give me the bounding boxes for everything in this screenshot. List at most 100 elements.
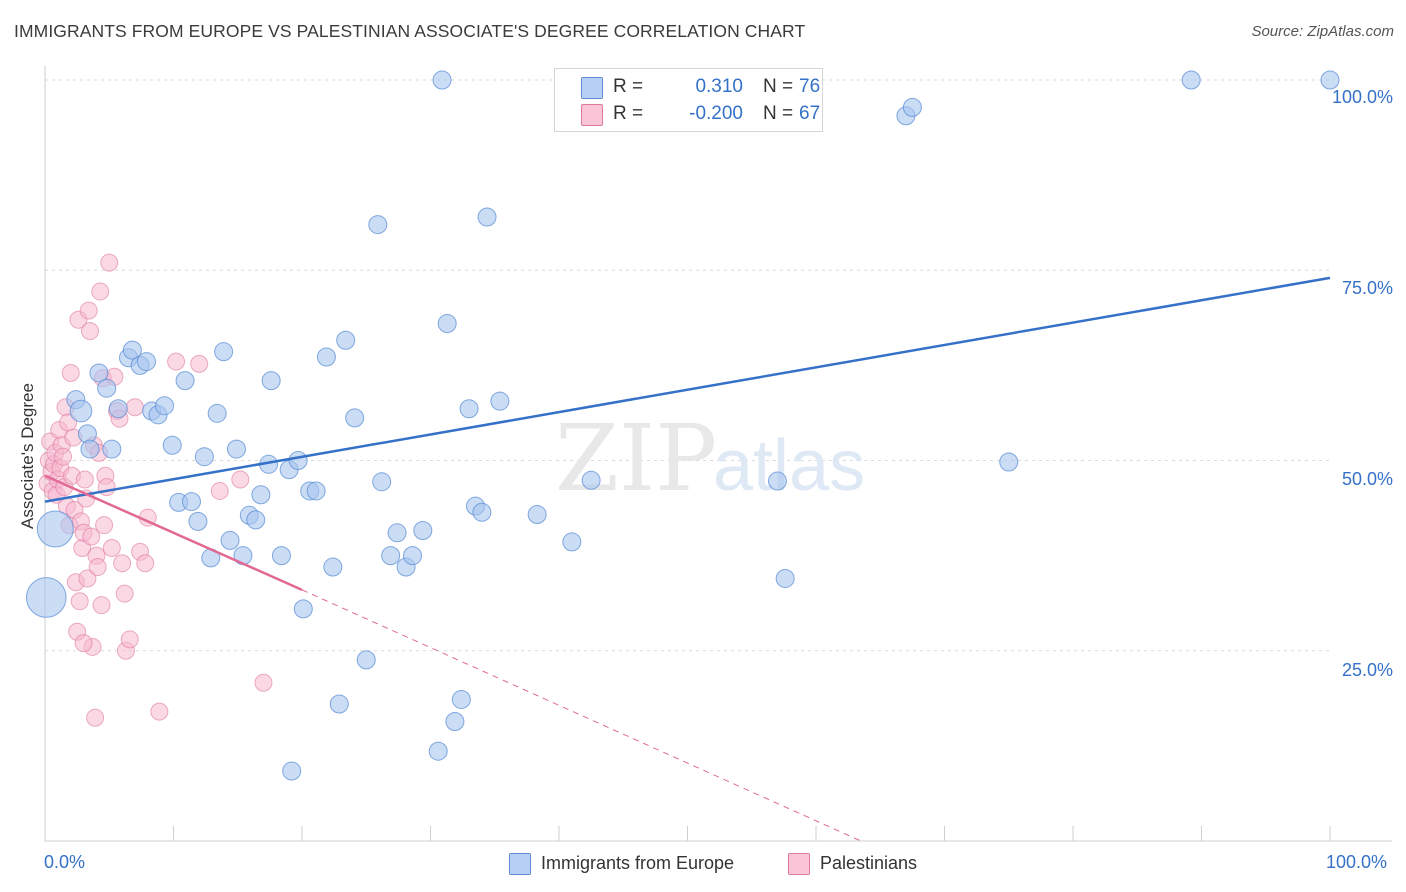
data-point-palestinians: [79, 301, 98, 320]
data-point-palestinians: [150, 702, 169, 721]
data-point-europe: [477, 207, 497, 227]
y-tick-label-75: 75.0%: [1341, 278, 1393, 298]
source-label: Source: ZipAtlas.com: [1251, 23, 1394, 40]
data-point-palestinians: [61, 363, 80, 382]
x-tick-label-max: 100.0%: [1326, 852, 1388, 872]
data-point-palestinians: [70, 592, 89, 611]
data-point-europe: [162, 435, 182, 455]
data-point-palestinians: [92, 596, 111, 615]
data-point-europe: [226, 439, 246, 459]
data-point-europe: [251, 485, 271, 505]
data-point-europe: [108, 399, 128, 419]
data-point-europe: [1320, 70, 1340, 90]
data-point-palestinians: [53, 447, 72, 466]
data-point-europe: [306, 481, 326, 501]
legend-n-label: N =: [763, 103, 794, 124]
bottom-legend-label-palestinians: Palestinians: [820, 853, 918, 873]
grid-lines: [45, 79, 1330, 652]
data-point-palestinians: [75, 470, 94, 489]
data-point-europe: [329, 694, 349, 714]
data-point-europe: [356, 650, 376, 670]
data-point-europe: [282, 761, 302, 781]
data-point-europe: [368, 215, 388, 235]
data-point-palestinians: [254, 673, 273, 692]
data-point-europe: [89, 363, 109, 383]
data-point-europe: [387, 523, 407, 543]
y-tick-label-100: 100.0%: [1331, 87, 1393, 107]
data-point-europe: [345, 408, 365, 428]
data-point-europe: [181, 492, 201, 512]
data-point-europe: [288, 451, 308, 470]
data-point-europe: [432, 70, 452, 90]
bottom-legend-swatch-palestinians: [788, 853, 810, 875]
watermark-atlas: atlas: [713, 426, 865, 506]
data-point-europe: [336, 330, 356, 350]
data-point-palestinians: [231, 470, 250, 489]
data-point-europe: [97, 378, 117, 398]
data-point-europe: [372, 472, 392, 492]
data-point-europe: [323, 557, 343, 577]
data-point-europe: [403, 546, 423, 566]
data-point-europe: [188, 511, 208, 531]
data-point-palestinians: [74, 634, 93, 653]
data-point-europe: [472, 502, 492, 522]
trend-line-palestinians: [44, 474, 303, 592]
data-point-europe: [261, 371, 281, 391]
legend-swatch-palestinians: [581, 104, 603, 126]
data-point-palestinians: [80, 322, 99, 341]
legend-n-value: 67: [799, 103, 821, 124]
data-point-europe: [214, 342, 234, 362]
data-point-europe: [293, 599, 313, 619]
data-point-palestinians: [210, 481, 229, 500]
data-point-europe: [451, 689, 471, 709]
data-point-palestinians: [113, 554, 132, 573]
data-point-palestinians: [120, 630, 139, 649]
data-point-europe: [155, 396, 175, 416]
data-point-europe: [36, 510, 74, 548]
correlation-legend: R = 0.310 N = 76 R = -0.200 N = 67: [554, 68, 823, 132]
data-point-europe: [80, 439, 100, 459]
data-point-palestinians: [95, 516, 114, 535]
trend-line-palestinians-extension: [301, 589, 862, 842]
data-point-europe: [902, 97, 922, 117]
data-point-palestinians: [100, 253, 119, 272]
data-point-palestinians: [91, 282, 110, 301]
legend-r-value: -0.200: [689, 103, 743, 124]
data-point-europe: [122, 340, 142, 360]
data-point-europe: [428, 741, 448, 761]
legend-r-label: R =: [613, 76, 644, 97]
data-point-europe: [581, 470, 601, 490]
series-palestinians-points: [38, 253, 273, 727]
data-point-europe: [69, 399, 93, 423]
data-point-europe: [527, 505, 547, 525]
x-tick-label-min: 0.0%: [44, 852, 86, 872]
data-point-europe: [413, 521, 433, 541]
data-point-europe: [775, 568, 795, 588]
watermark-zip: ZIP: [555, 405, 717, 512]
data-point-palestinians: [88, 558, 107, 577]
data-point-palestinians: [125, 398, 144, 417]
trend-line-europe: [44, 276, 1331, 503]
data-point-europe: [1181, 70, 1201, 90]
data-point-europe: [437, 314, 457, 334]
data-point-europe: [220, 530, 240, 550]
chart-title: IMMIGRANTS FROM EUROPE VS PALESTINIAN AS…: [14, 21, 806, 41]
y-tick-label-50: 50.0%: [1341, 469, 1393, 489]
data-point-europe: [445, 712, 465, 732]
data-point-europe: [271, 546, 291, 566]
data-point-europe: [102, 439, 122, 459]
data-point-palestinians: [102, 539, 121, 558]
data-point-europe: [767, 471, 787, 491]
series-europe-points: [25, 70, 1340, 781]
data-point-europe: [137, 352, 157, 372]
data-point-europe: [25, 577, 67, 618]
data-point-europe: [459, 399, 479, 419]
data-point-europe: [175, 371, 195, 391]
data-point-europe: [246, 510, 266, 530]
data-point-europe: [381, 546, 401, 566]
trend-lines: [44, 276, 1331, 842]
data-point-europe: [194, 447, 214, 467]
data-point-europe: [999, 452, 1019, 472]
watermark: ZIP atlas: [555, 405, 865, 512]
